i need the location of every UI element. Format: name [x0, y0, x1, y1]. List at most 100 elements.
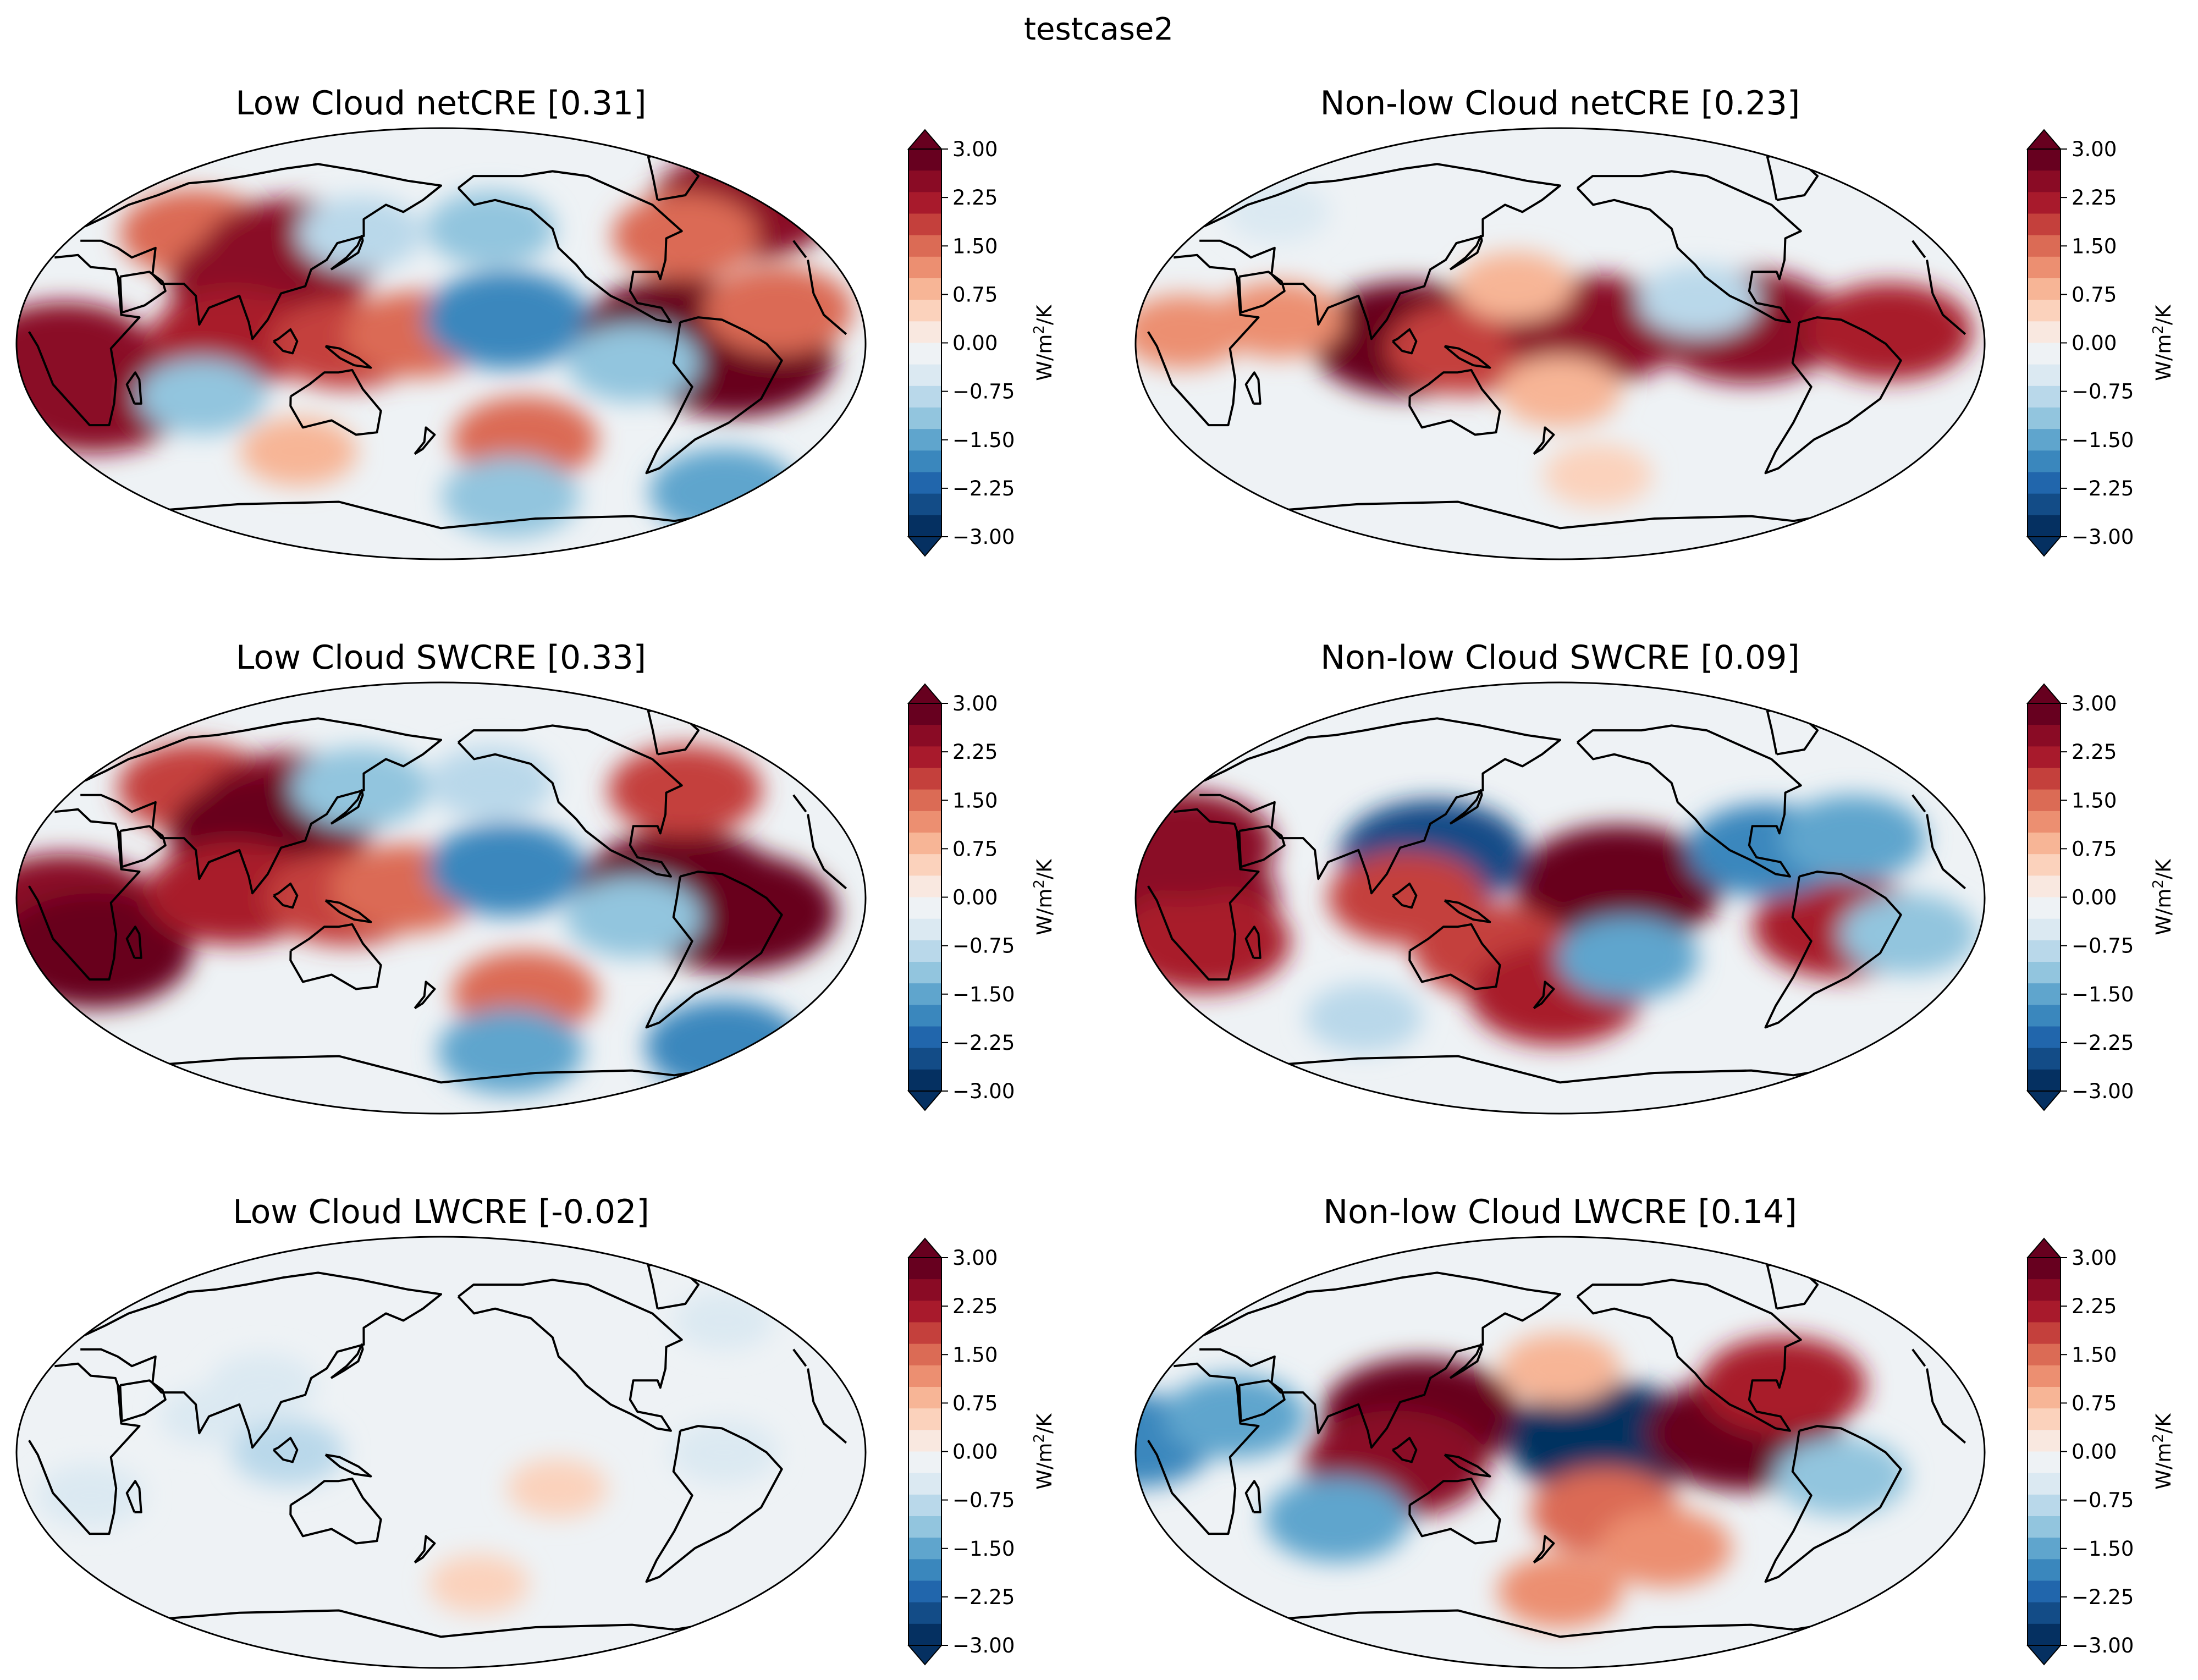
colorbar-segment [908, 703, 941, 725]
colorbar-segment [908, 1005, 941, 1027]
coastline [1449, 1343, 1483, 1379]
colorbar-tick-label: −0.75 [2072, 934, 2134, 958]
colorbar-unit-label: W/m2/K [1031, 858, 1056, 935]
colorbar-segment [908, 1387, 941, 1409]
colorbar-unit-label: W/m2/K [1031, 1413, 1056, 1490]
coastline [147, 1055, 735, 1084]
coastline [1266, 500, 1854, 530]
colorbar-segment [908, 343, 941, 365]
coastline [1147, 254, 1966, 427]
colorbar-extend-min [2026, 536, 2062, 557]
anomaly-blob [608, 745, 762, 836]
coastline [147, 500, 735, 530]
colorbar-segment [908, 429, 941, 451]
colorbar-tick-label: −2.25 [2072, 477, 2134, 500]
coastline [414, 1535, 436, 1564]
colorbar-tick-label: 3.00 [2072, 692, 2117, 715]
anomaly-field [16, 742, 837, 1094]
colorbar-segment [908, 1580, 941, 1603]
colorbar-unit-label: W/m2/K [2150, 304, 2175, 381]
coastline [1147, 1362, 1966, 1535]
colorbar-segment [2028, 278, 2061, 300]
anomaly-blob [1499, 1332, 1621, 1404]
colorbar-segment [908, 1516, 941, 1538]
anomaly-blob [564, 877, 703, 958]
colorbar-segment [908, 1365, 941, 1387]
colorbar-segment [2028, 811, 2061, 833]
colorbar-segment [2028, 1026, 2061, 1049]
colorbar-tick-label: 0.75 [952, 837, 998, 861]
map-field [16, 682, 866, 1114]
coastline [324, 899, 372, 923]
colorbar-segment [2028, 343, 2061, 365]
coastline [119, 825, 167, 868]
colorbar-extend-min [907, 1645, 943, 1666]
colorbar-segment [2028, 789, 2061, 812]
coastline [273, 1436, 299, 1463]
coastline [645, 871, 783, 1029]
colorbar-segment [2028, 170, 2061, 192]
colorbar-segment [2028, 1069, 2061, 1092]
colorbar-panel-1: 3.00 2.25 1.50 0.75 0.00 −0.75 −1.50 −2.25 −3.00… [2026, 129, 2175, 557]
colorbar-segment [908, 768, 941, 790]
colorbar-segment [908, 962, 941, 984]
colorbar-tick-label: −0.75 [952, 1489, 1015, 1512]
colorbar-segment [908, 407, 941, 429]
colorbar-panel-4: 3.00 2.25 1.50 0.75 0.00 −0.75 −1.50 −2.25 −3.00… [907, 1237, 1056, 1666]
colorbar-tick-label: −3.00 [2072, 1079, 2134, 1103]
anomaly-blob [231, 1419, 344, 1486]
anomaly-blob [1774, 1437, 1908, 1516]
map-field [16, 1237, 866, 1668]
colorbar-segment [908, 1069, 941, 1092]
colorbar-segment [908, 811, 941, 833]
coastline [273, 328, 299, 355]
panel-nonlow-cloud-swcre: Non-low Cloud SWCRE [0.09] [1134, 638, 1986, 1115]
colorbar-tick-label: 1.50 [952, 1343, 998, 1367]
anomaly-blob [1164, 1374, 1307, 1458]
coastline [1444, 1453, 1491, 1478]
colorbar-tick-label: 1.50 [952, 789, 998, 812]
colorbar-segment [2028, 703, 2061, 725]
colorbar-tick-label: 2.25 [2072, 740, 2117, 764]
coastline [28, 808, 847, 981]
colorbar-tick-label: 0.75 [2072, 283, 2117, 306]
coastline [1238, 1379, 1286, 1423]
colorbar-segment [908, 1301, 941, 1323]
colorbar-segment [908, 472, 941, 494]
map-outline [1134, 1236, 1986, 1669]
coastline [289, 368, 382, 436]
coastline [125, 1480, 142, 1513]
colorbar-extend-max [2026, 683, 2062, 704]
colorbar-segment [908, 235, 941, 257]
anomaly-blob [137, 358, 267, 435]
colorbar-unit-label: W/m2/K [2150, 858, 2175, 935]
coastline [119, 1379, 167, 1423]
map-field [1136, 1237, 1985, 1668]
coastline [1408, 923, 1501, 990]
coastline [1408, 1477, 1501, 1545]
colorbar-segment [908, 918, 941, 941]
anomaly-blob [291, 747, 429, 829]
coastline [1244, 371, 1261, 405]
coastline [1533, 981, 1555, 1010]
colorbar-segment [2028, 1365, 2061, 1387]
colorbar-extend-max [2026, 129, 2062, 150]
colorbar-extend-min [907, 536, 943, 557]
coastline [125, 926, 142, 959]
colorbar-tick-label: 0.00 [952, 1440, 998, 1464]
coastline [1244, 1480, 1261, 1513]
coastline [1533, 1535, 1555, 1564]
coastline [1449, 235, 1483, 271]
colorbar-segment [2028, 1387, 2061, 1409]
colorbar-extend-max [2026, 1237, 2062, 1258]
coastline [1266, 1055, 1854, 1084]
colorbar-segment [2028, 515, 2061, 537]
colorbar-tick-label: −0.75 [2072, 380, 2134, 404]
colorbar-segment [2028, 192, 2061, 214]
colorbar-tick-label: −3.00 [2072, 525, 2134, 549]
anomaly-field [1136, 791, 1977, 1053]
coastline [324, 345, 372, 369]
anomaly-blob [1598, 1508, 1732, 1588]
colorbar-tick-label: 2.25 [2072, 1295, 2117, 1318]
map-field [1136, 128, 1985, 559]
